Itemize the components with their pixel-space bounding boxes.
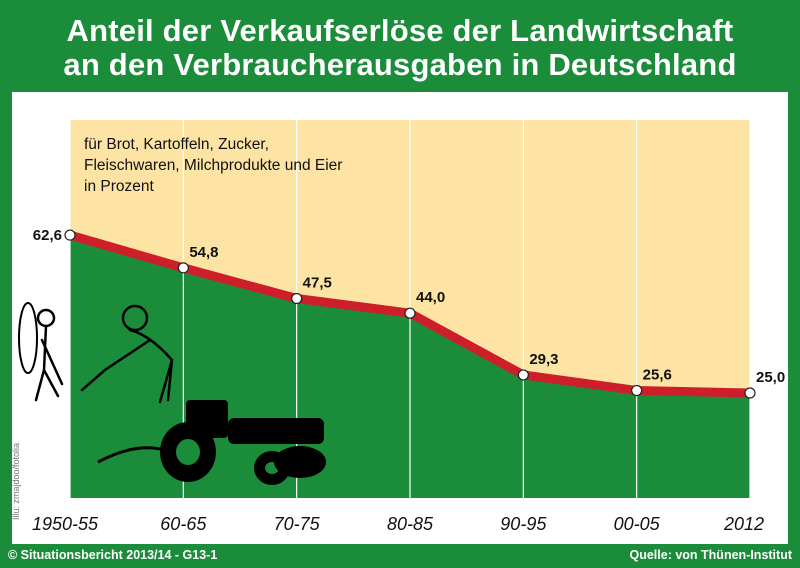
value-label: 29,3 bbox=[529, 351, 558, 368]
farmer-right-body bbox=[80, 328, 174, 404]
data-point bbox=[177, 262, 189, 274]
title-line-1: Anteil der Verkaufserlöse der Landwirtsc… bbox=[66, 13, 734, 48]
farmer-right-head bbox=[121, 304, 149, 332]
value-label: 47,5 bbox=[303, 275, 332, 292]
value-label: 44,0 bbox=[416, 289, 445, 306]
chart-title: Anteil der Verkaufserlöse der Landwirtsc… bbox=[0, 14, 800, 82]
x-tick-label: 00-05 bbox=[614, 514, 661, 534]
title-line-2: an den Verbraucherausgaben in Deutschlan… bbox=[63, 47, 737, 82]
tractor-plough bbox=[97, 446, 171, 464]
series-marks: 62,6 54,8 47,5 44,0 29,3 25,6 25,0 bbox=[33, 227, 785, 399]
data-point bbox=[404, 307, 416, 319]
farmer-left-head bbox=[36, 308, 56, 328]
value-label: 62,6 bbox=[33, 227, 62, 244]
farmer-left-body bbox=[34, 324, 64, 402]
data-point bbox=[744, 387, 756, 399]
footer-data-source: Quelle: von Thünen-Institut bbox=[629, 548, 793, 562]
x-tick-label: 60-65 bbox=[160, 514, 207, 534]
value-label: 54,8 bbox=[189, 244, 218, 261]
data-point bbox=[517, 369, 529, 381]
data-point bbox=[291, 292, 303, 305]
tractor-cab bbox=[186, 400, 228, 438]
tractor-rear-hub bbox=[176, 439, 200, 465]
x-axis-labels: 1950-55 60-65 70-75 80-85 90-95 00-05 2012 bbox=[32, 514, 764, 534]
footer-source-report: © Situationsbericht 2013/14 - G13-1 bbox=[8, 548, 218, 562]
chart-note: für Brot, Kartoffeln, Zucker, Fleischwar… bbox=[84, 134, 342, 197]
data-point bbox=[64, 229, 76, 241]
x-tick-label: 80-85 bbox=[387, 514, 434, 534]
value-label: 25,0 bbox=[756, 369, 785, 386]
note-line-1: für Brot, Kartoffeln, Zucker, bbox=[84, 136, 269, 153]
note-line-2: Fleischwaren, Milchprodukte und Eier bbox=[84, 157, 343, 174]
note-line-3: in Prozent bbox=[84, 178, 154, 195]
farmer-illustration bbox=[18, 302, 174, 404]
x-tick-label: 1950-55 bbox=[32, 514, 99, 534]
tractor-hood bbox=[228, 418, 324, 444]
hay-sheaf-shape bbox=[18, 302, 38, 374]
image-credit: Illu: zmajdoo/fotolia bbox=[11, 442, 21, 520]
data-point bbox=[631, 384, 643, 397]
value-label: 25,6 bbox=[643, 366, 672, 383]
tractor-front-fender bbox=[274, 446, 326, 478]
x-tick-label: 90-95 bbox=[500, 514, 547, 534]
x-tick-label: 70-75 bbox=[274, 514, 321, 534]
tractor-illustration bbox=[97, 400, 326, 485]
x-tick-label: 2012 bbox=[723, 514, 764, 534]
